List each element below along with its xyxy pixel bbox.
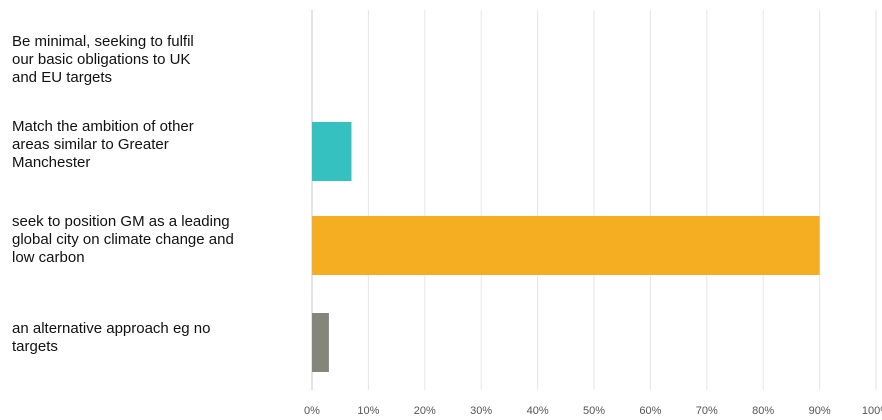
x-tick-label: 80% — [752, 405, 774, 417]
x-tick-label: 60% — [639, 405, 661, 417]
x-tick-label: 70% — [696, 405, 718, 417]
x-tick-label: 10% — [357, 405, 379, 417]
x-tick-label: 20% — [414, 405, 436, 417]
x-tick-label: 30% — [470, 405, 492, 417]
x-tick-label: 40% — [527, 405, 549, 417]
bar-1 — [312, 122, 351, 181]
x-tick-label: 90% — [809, 405, 831, 417]
bar-3 — [312, 313, 329, 372]
bar-2 — [312, 216, 820, 275]
x-tick-label: 100% — [862, 405, 882, 417]
x-tick-label: 0% — [304, 405, 320, 417]
x-tick-label: 50% — [583, 405, 605, 417]
